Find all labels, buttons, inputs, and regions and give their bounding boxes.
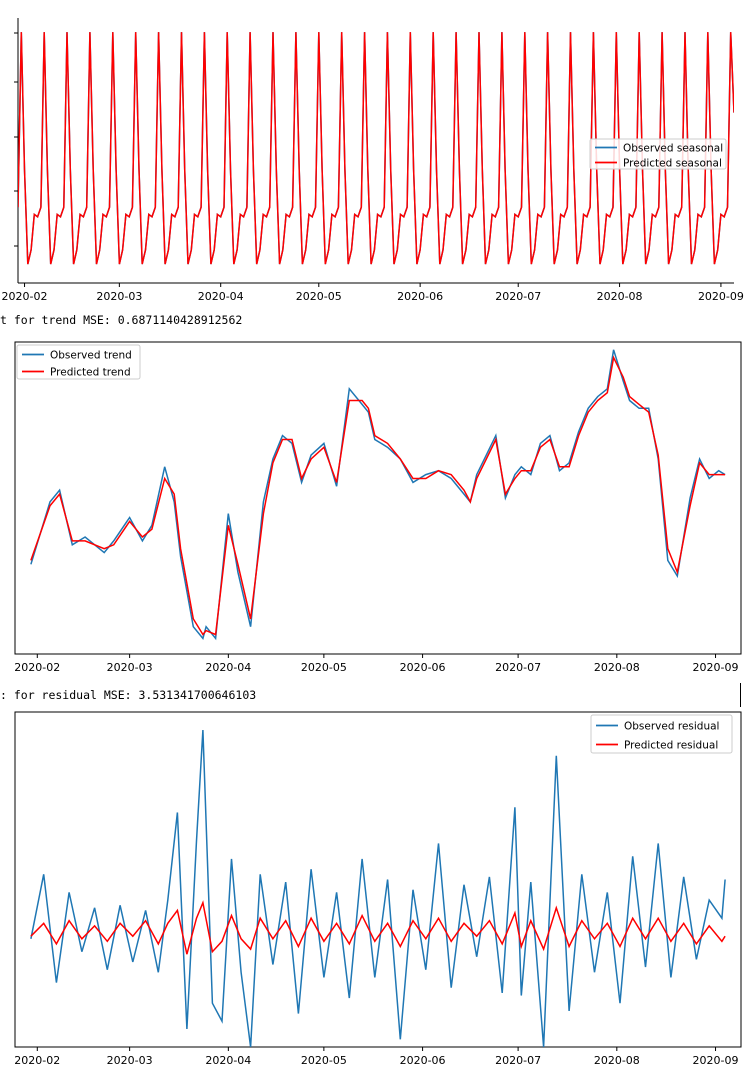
series-line-0 [30,729,726,1047]
axes-frame [14,711,742,1048]
x-tick-label: 2020-09 [693,661,739,674]
x-tick-label: 2020-04 [205,661,251,674]
legend-label: Predicted trend [50,367,131,379]
x-tick-label: 2020-07 [495,661,541,674]
chart-2: 2020-02 2020-03 2020-04 2020-05 2020-06 2020-… [14,711,742,1067]
legend-label: Observed seasonal [623,143,723,155]
legend-label: Observed residual [624,721,719,733]
x-tick-label: 2020-07 [495,1054,541,1067]
x-tick-label: 2020-08 [594,1054,640,1067]
series-line-1 [18,32,734,265]
series-line-0 [30,349,726,641]
series-line-1 [30,900,726,955]
legend-box [590,714,733,754]
legend: Observed trend Predicted trend [16,344,141,380]
residual-mse-output: : for residual MSE: 3.531341700646103 [0,688,257,702]
legend-box [16,344,141,380]
x-tick-label: 2020-02 [14,661,60,674]
x-tick-label: 2020-05 [301,1054,347,1067]
chart-0: 2020-02 2020-03 2020-04 2020-05 2020-06 2020-… [2,18,744,303]
text-cursor [740,683,741,707]
legend-label: Observed trend [50,350,132,362]
x-tick-label: 2020-03 [107,661,153,674]
legend: Observed seasonal Predicted seasonal [589,138,727,170]
x-tick-label: 2020-04 [205,1054,251,1067]
x-tick-label: 2020-06 [400,1054,446,1067]
x-tick-label: 2020-02 [2,290,48,303]
axes-frame [14,341,742,655]
series-line-1 [30,355,726,636]
legend-label: Predicted seasonal [623,158,722,170]
x-tick-label: 2020-05 [301,661,347,674]
x-tick-label: 2020-07 [495,290,541,303]
x-tick-label: 2020-04 [198,290,244,303]
x-tick-label: 2020-09 [698,290,744,303]
x-tick-label: 2020-03 [107,1054,153,1067]
x-tick-label: 2020-06 [400,661,446,674]
x-tick-label: 2020-02 [14,1054,60,1067]
chart-1: 2020-02 2020-03 2020-04 2020-05 2020-06 2020-… [14,341,742,674]
legend-label: Predicted residual [624,740,718,752]
x-tick-label: 2020-09 [693,1054,739,1067]
x-tick-label: 2020-06 [397,290,443,303]
legend-box [589,138,727,170]
x-tick-label: 2020-08 [597,290,643,303]
trend-mse-output: t for trend MSE: 0.6871140428912562 [0,313,243,327]
x-tick-label: 2020-03 [96,290,142,303]
x-tick-label: 2020-08 [594,661,640,674]
x-tick-label: 2020-05 [296,290,342,303]
legend: Observed residual Predicted residual [590,714,733,754]
